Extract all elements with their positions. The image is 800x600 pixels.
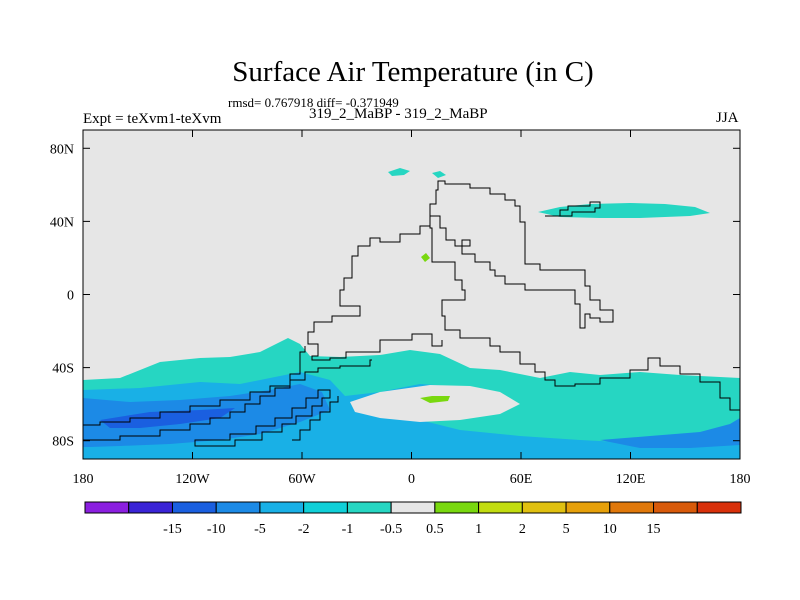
colorbar-swatch <box>521 501 567 514</box>
land-outline-west <box>307 216 443 361</box>
x-axis: 180 120W 60W 0 60E 120E 180 <box>73 130 751 487</box>
colorbar-label: 10 <box>603 522 617 537</box>
colorbar-label: 1 <box>475 522 482 537</box>
contour-southern-core-2 <box>600 418 740 448</box>
season-label: JJA <box>716 110 739 126</box>
colorbar-swatch <box>128 501 173 514</box>
colorbar-swatch <box>259 501 305 514</box>
colorbar-label: -10 <box>207 522 226 537</box>
land-outline-south-arc-3 <box>194 389 331 447</box>
land-outline-south-arc <box>83 346 306 426</box>
colorbar-swatch <box>653 501 698 514</box>
x-tick-label: 60E <box>510 472 533 487</box>
x-tick-label: 180 <box>73 472 94 487</box>
contour-northeast-patch <box>538 203 710 218</box>
contour-warm-hole <box>350 385 520 422</box>
contour-africa-warm <box>421 253 430 262</box>
land-outline-africa <box>429 216 740 411</box>
colorbar-swatch <box>434 501 480 514</box>
y-tick-label: 40N <box>50 215 74 230</box>
land-outline-south-arc-4 <box>292 396 339 441</box>
colorbar-swatch <box>303 501 348 514</box>
y-tick-label: 80N <box>50 142 74 157</box>
runs-label: 319_2_MaBP - 319_2_MaBP <box>309 106 488 122</box>
contour-arctic-patch-2 <box>432 171 446 178</box>
land-outline-north <box>429 180 614 329</box>
colorbar-label: -0.5 <box>380 522 402 537</box>
colorbar-swatch <box>609 501 655 514</box>
contour-pacific-deep <box>100 408 235 428</box>
x-tick-label: 120W <box>175 472 210 487</box>
x-tick-label: 120E <box>616 472 646 487</box>
stats-line: rmsd= 0.767918 diff= -0.371949 <box>228 95 399 110</box>
colorbar-swatch <box>346 501 392 514</box>
y-tick-label: 80S <box>52 435 74 450</box>
land-outline-lake <box>461 239 471 247</box>
colorbar-swatch <box>215 501 261 514</box>
y-axis: 80N 40N 0 40S 80S <box>50 142 740 450</box>
land-outline-south-arc-2 <box>83 359 372 441</box>
contour-atlantic-warm <box>420 396 450 403</box>
colorbar: -15 -10 -5 -2 -1 -0.5 0.5 1 2 5 10 15 <box>84 501 742 537</box>
colorbar-swatch <box>696 501 742 514</box>
colorbar-swatch <box>171 501 217 514</box>
map-field <box>83 168 740 459</box>
y-tick-label: 0 <box>67 289 74 304</box>
x-tick-label: 0 <box>408 472 415 487</box>
chart-title: Surface Air Temperature (in C) <box>232 56 594 88</box>
colorbar-label: -1 <box>342 522 354 537</box>
colorbar-swatch <box>390 501 436 514</box>
x-tick-label: 180 <box>730 472 751 487</box>
colorbar-label: -15 <box>163 522 182 537</box>
colorbar-label: 2 <box>519 522 526 537</box>
experiment-label: Expt = teXvm1-teXvm <box>83 111 222 127</box>
land-outline-northeast <box>545 201 601 217</box>
colorbar-label: 0.5 <box>426 522 444 537</box>
y-tick-label: 40S <box>52 362 74 377</box>
colorbar-label: 5 <box>563 522 570 537</box>
colorbar-label: -5 <box>254 522 266 537</box>
contour-arctic-patch <box>388 168 410 176</box>
colorbar-label: -2 <box>298 522 310 537</box>
x-tick-label: 60W <box>288 472 316 487</box>
colorbar-swatch <box>478 501 523 514</box>
colorbar-label: 15 <box>647 522 661 537</box>
colorbar-swatch <box>565 501 611 514</box>
colorbar-swatch <box>84 501 130 514</box>
